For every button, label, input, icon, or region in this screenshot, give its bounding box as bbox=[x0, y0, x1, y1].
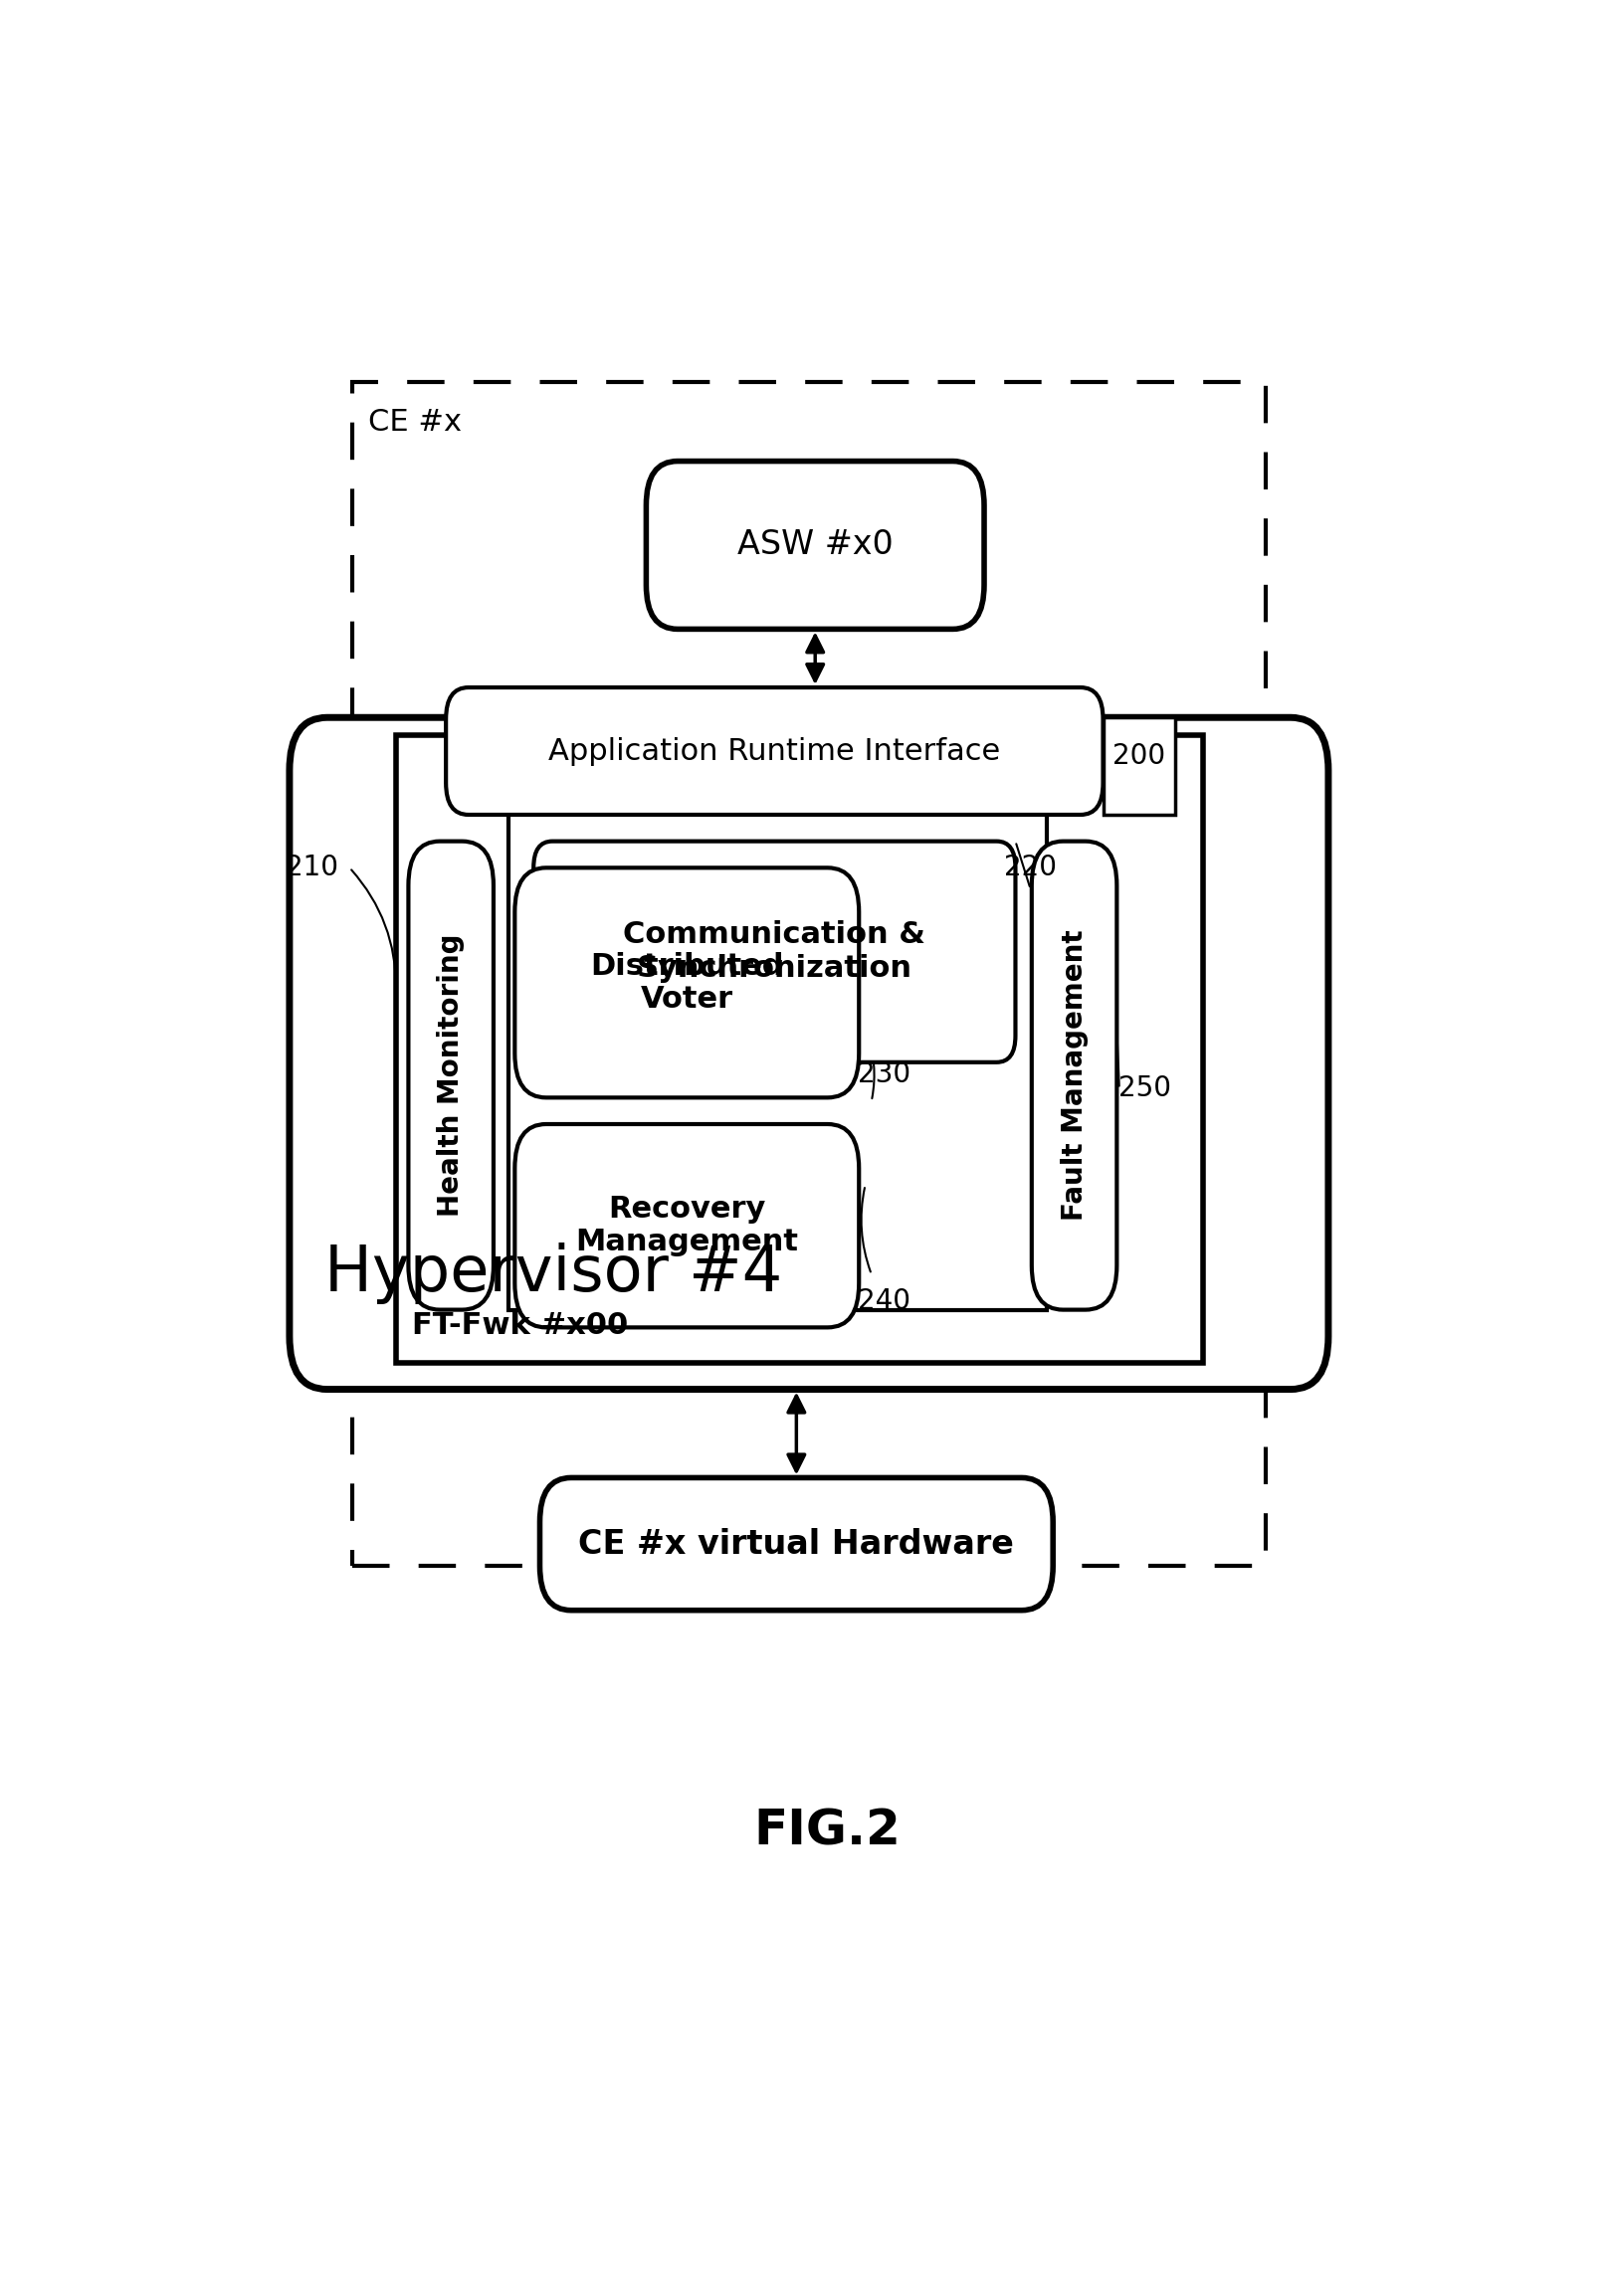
Text: 230: 230 bbox=[858, 1061, 911, 1088]
Text: ASW #x0: ASW #x0 bbox=[736, 528, 893, 563]
Text: 200: 200 bbox=[1113, 742, 1166, 771]
Text: 240: 240 bbox=[858, 1288, 911, 1316]
FancyBboxPatch shape bbox=[539, 1479, 1053, 1609]
Text: 210: 210 bbox=[286, 854, 339, 882]
FancyBboxPatch shape bbox=[446, 687, 1103, 815]
Text: 250: 250 bbox=[1118, 1075, 1171, 1102]
Text: FT-Fwk #x00: FT-Fwk #x00 bbox=[412, 1311, 628, 1341]
Text: Health Monitoring: Health Monitoring bbox=[438, 934, 465, 1217]
FancyBboxPatch shape bbox=[515, 1125, 859, 1327]
Text: Hypervisor #4: Hypervisor #4 bbox=[325, 1242, 783, 1304]
FancyBboxPatch shape bbox=[515, 868, 859, 1097]
Text: CE #x virtual Hardware: CE #x virtual Hardware bbox=[578, 1527, 1014, 1561]
FancyBboxPatch shape bbox=[646, 461, 984, 629]
FancyBboxPatch shape bbox=[533, 840, 1016, 1063]
Text: 220: 220 bbox=[1005, 854, 1056, 882]
Bar bbox=[352, 381, 1266, 1566]
FancyBboxPatch shape bbox=[1032, 840, 1118, 1309]
Bar bbox=[396, 735, 1203, 1364]
Text: Application Runtime Interface: Application Runtime Interface bbox=[549, 737, 1001, 765]
Text: CE #x: CE #x bbox=[368, 409, 462, 436]
Bar bbox=[509, 762, 1047, 1309]
Text: FIG.2: FIG.2 bbox=[754, 1807, 901, 1855]
FancyBboxPatch shape bbox=[409, 840, 494, 1309]
Text: Distributed
Voter: Distributed Voter bbox=[589, 951, 783, 1015]
FancyBboxPatch shape bbox=[289, 716, 1328, 1389]
Text: Fault Management: Fault Management bbox=[1061, 930, 1089, 1221]
Text: Recovery
Management: Recovery Management bbox=[575, 1194, 798, 1256]
Bar bbox=[1103, 716, 1176, 815]
Text: Communication &
Synchronization: Communication & Synchronization bbox=[623, 921, 925, 983]
